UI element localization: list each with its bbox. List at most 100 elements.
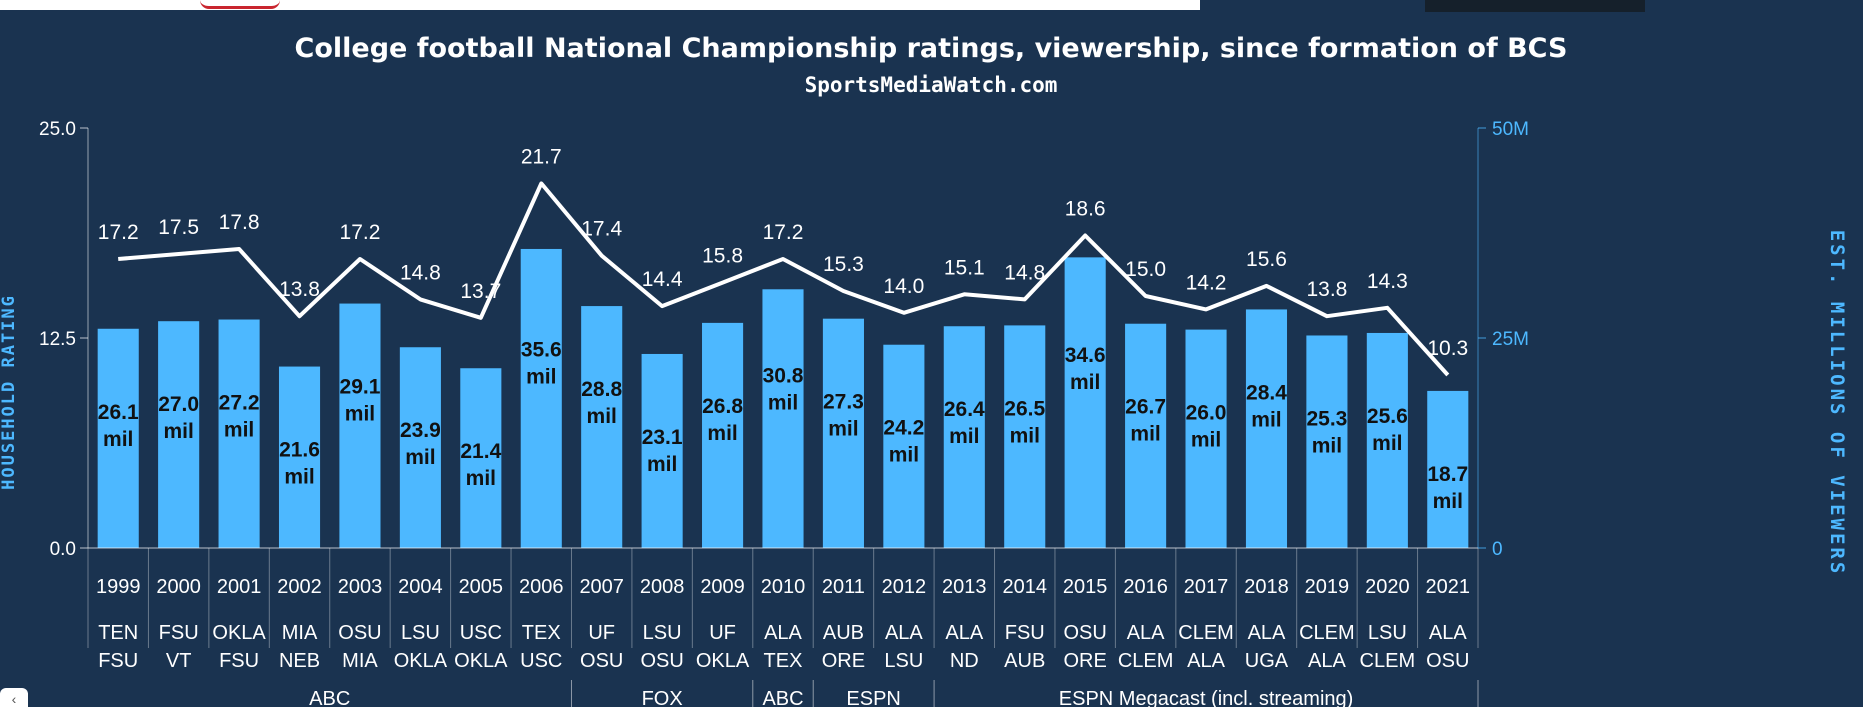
bar-value-label: 27.3: [823, 391, 864, 414]
bar-unit-label: mil: [405, 446, 435, 469]
rating-label: 18.6: [1065, 198, 1106, 221]
scroll-left-button[interactable]: ‹: [0, 688, 28, 707]
rating-label: 17.2: [340, 221, 381, 244]
bar: [1306, 335, 1348, 548]
matchup-team-1: FSU: [1005, 622, 1045, 644]
bar: [1245, 309, 1288, 548]
bar-unit-label: mil: [587, 405, 617, 428]
x-tick-label: 2000: [156, 576, 201, 598]
bar-unit-label: mil: [526, 366, 556, 389]
bar: [97, 328, 139, 548]
bar: [399, 347, 441, 548]
rating-line: [118, 181, 1450, 377]
x-tick-label: 2013: [942, 576, 987, 598]
browser-strip: [0, 0, 1200, 10]
matchup-team-1: TEX: [522, 622, 561, 644]
matchup-team-1: USC: [460, 622, 502, 644]
bar-unit-label: mil: [1191, 429, 1221, 452]
x-tick-label: 2001: [217, 576, 262, 598]
x-tick-label: 2020: [1365, 576, 1410, 598]
matchup-team-1: FSU: [159, 622, 199, 644]
rating-label: 14.4: [642, 268, 683, 291]
top-strip: [0, 0, 1863, 14]
x-tick-label: 2002: [277, 576, 322, 598]
rating-label: 13.7: [460, 280, 501, 303]
rating-label: 14.8: [400, 261, 441, 284]
matchup-team-2: OSU: [1426, 650, 1469, 672]
matchup-team-2: ALA: [1308, 650, 1346, 672]
bar-value-label: 27.0: [158, 393, 199, 416]
bar-unit-label: mil: [707, 422, 737, 445]
rating-label: 17.4: [581, 218, 622, 241]
bar: [581, 306, 623, 548]
matchup-team-2: OKLA: [454, 650, 508, 672]
bar-value-label: 24.2: [883, 417, 924, 440]
x-tick-label: 1999: [96, 576, 141, 598]
x-tick-label: 2018: [1244, 576, 1289, 598]
bars: 26.1 mil 27.0 mil 27.2 mil 21.6 mil 29.1 mil 23.9 m…: [97, 248, 1469, 548]
y-axis-label: HOUSEHOLD RATING: [0, 294, 19, 490]
bar-unit-label: mil: [163, 420, 193, 443]
matchup-team-1: TEN: [98, 622, 138, 644]
x-tick-label: 2015: [1063, 576, 1108, 598]
rating-label: 14.0: [883, 275, 924, 298]
matchup-team-1: MIA: [282, 622, 318, 644]
bar-unit-label: mil: [466, 467, 496, 490]
rating-label: 17.5: [158, 216, 199, 239]
x-tick-label: 2008: [640, 576, 685, 598]
bar-value-label: 30.8: [763, 364, 804, 387]
network-label: ABC: [309, 688, 350, 707]
matchup-team-1: OSU: [338, 622, 381, 644]
rating-label: 17.8: [219, 211, 260, 234]
x-tick-label: 2010: [761, 576, 806, 598]
x-tick-label: 2006: [519, 576, 564, 598]
rating-label: 21.7: [521, 145, 562, 168]
matchup-team-2: ND: [950, 650, 979, 672]
rating-label: 14.2: [1186, 271, 1227, 294]
bar-unit-label: mil: [284, 466, 314, 489]
bar-value-label: 21.4: [460, 440, 501, 463]
y-tick-label: 0.0: [50, 539, 76, 560]
x-tick-label: 2014: [1002, 576, 1047, 598]
x-tick-label: 2021: [1426, 576, 1471, 598]
x-tick-label: 2011: [822, 576, 865, 598]
x-tick-label: 2005: [459, 576, 504, 598]
rating-label: 13.8: [1306, 278, 1347, 301]
rating-label: 17.2: [763, 221, 804, 244]
bar-unit-label: mil: [768, 391, 798, 414]
bar: [1064, 257, 1106, 548]
bar-unit-label: mil: [949, 425, 979, 448]
bar-unit-label: mil: [1130, 423, 1160, 446]
bar-value-label: 26.5: [1004, 397, 1045, 420]
bar-value-label: 26.7: [1125, 396, 1166, 419]
chart-title: College football National Championship r…: [295, 33, 1568, 64]
bar-value-label: 26.0: [1186, 402, 1227, 425]
matchup-team-1: ALA: [945, 622, 983, 644]
bar: [1185, 329, 1227, 548]
rating-label: 17.2: [98, 221, 139, 244]
bar-unit-label: mil: [103, 428, 133, 451]
bar-unit-label: mil: [1070, 371, 1100, 394]
bar-unit-label: mil: [647, 453, 677, 476]
bar-value-label: 27.2: [219, 392, 260, 415]
y-tick-label: 25.0: [39, 119, 76, 140]
rating-label: 14.3: [1367, 270, 1408, 293]
matchup-team-2: ALA: [1187, 650, 1225, 672]
bar: [1125, 323, 1167, 548]
bar-unit-label: mil: [1433, 490, 1463, 513]
matchup-team-2: CLEM: [1360, 650, 1416, 672]
bar-value-label: 25.3: [1306, 407, 1347, 430]
matchup-team-1: CLEM: [1178, 622, 1234, 644]
network-label: ESPN: [846, 688, 900, 707]
bar: [1366, 332, 1408, 548]
matchup-team-1: OSU: [1064, 622, 1107, 644]
bar-unit-label: mil: [1312, 434, 1342, 457]
matchup-team-1: LSU: [1368, 622, 1407, 644]
bar-value-label: 28.4: [1246, 381, 1287, 404]
bar: [1004, 325, 1046, 548]
rating-label: 15.8: [702, 245, 743, 268]
matchup-team-2: FSU: [219, 650, 259, 672]
bar: [339, 303, 381, 548]
bar-value-label: 26.4: [944, 398, 985, 421]
x-tick-label: 2012: [882, 576, 927, 598]
